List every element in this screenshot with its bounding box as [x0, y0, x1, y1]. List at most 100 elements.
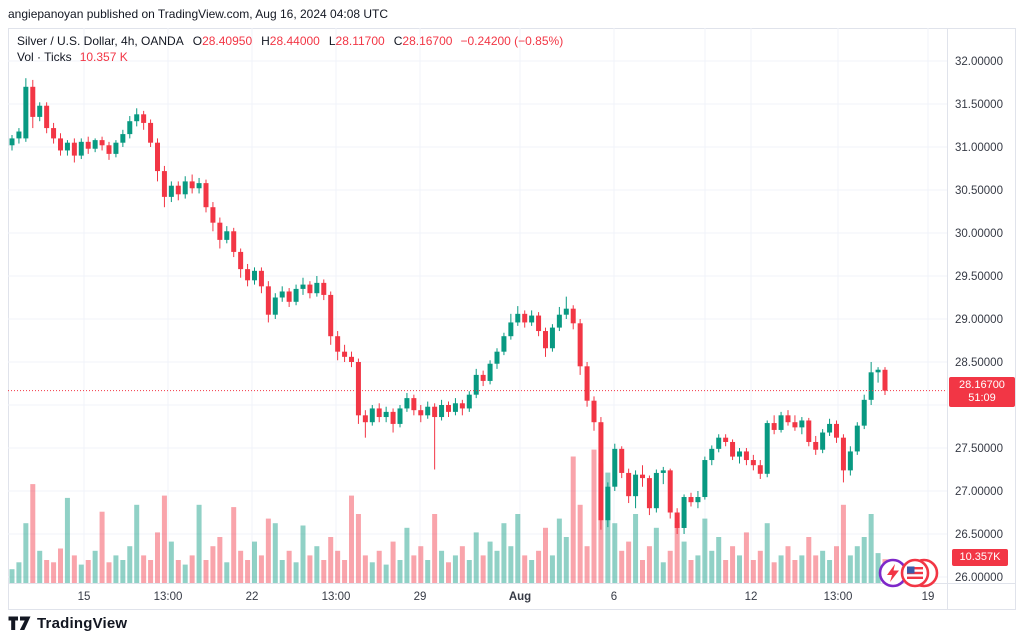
- price-tick-label[interactable]: 27.00000: [955, 486, 1003, 498]
- candle-body: [425, 406, 431, 416]
- candle-body: [342, 351, 348, 357]
- volume-bar: [439, 550, 445, 583]
- time-tick-label[interactable]: 15: [78, 591, 91, 603]
- price-tick-label[interactable]: 32.00000: [955, 56, 1003, 68]
- volume-bar: [660, 562, 666, 583]
- candle-body: [640, 474, 645, 479]
- economic-event-markers[interactable]: [877, 556, 947, 590]
- tradingview-logo[interactable]: TradingView: [8, 615, 127, 632]
- volume-bar: [612, 523, 618, 583]
- volume-bar: [730, 546, 736, 583]
- price-tick-label[interactable]: 29.00000: [955, 314, 1003, 326]
- time-axis[interactable]: 15 13:00 22 13:00 29 Aug 6 12 13:00 19: [78, 591, 935, 603]
- time-tick-label[interactable]: 12: [745, 591, 758, 603]
- high-value: 28.44000: [269, 34, 320, 48]
- volume-bar: [827, 560, 833, 583]
- price-tick-label[interactable]: 31.00000: [955, 142, 1003, 154]
- volume-bar: [314, 546, 320, 583]
- candle-body: [861, 399, 867, 426]
- volume-bar: [217, 537, 223, 583]
- candle-body: [168, 185, 174, 197]
- volume-bar: [238, 550, 244, 583]
- volume-bar: [854, 546, 860, 583]
- time-tick-label[interactable]: 6: [611, 591, 617, 603]
- volume-bar: [868, 514, 874, 583]
- candle-body: [92, 140, 98, 149]
- price-axis[interactable]: 32.00000 31.50000 31.00000 30.50000 30.00000…: [955, 56, 1003, 584]
- volume-bar: [16, 562, 22, 583]
- volume-bar: [750, 560, 756, 583]
- price-tick-label[interactable]: 31.50000: [955, 99, 1003, 111]
- candle-body: [16, 131, 22, 139]
- time-tick-label[interactable]: 19: [922, 591, 935, 603]
- volume-bar: [633, 514, 639, 583]
- price-tick-label[interactable]: 30.50000: [955, 185, 1003, 197]
- candle-body: [716, 437, 722, 449]
- candle-body: [501, 336, 507, 352]
- volume-bar: [23, 523, 29, 583]
- candle-body: [134, 114, 140, 122]
- volume-bar: [342, 560, 348, 583]
- candle-body: [238, 251, 244, 270]
- volume-bar: [189, 555, 195, 583]
- volume-bar: [494, 550, 500, 583]
- open-label: O: [192, 34, 203, 48]
- candle-body: [286, 291, 292, 302]
- candle-body: [64, 142, 70, 151]
- volume-bar: [577, 504, 583, 583]
- candle-body: [813, 441, 819, 450]
- symbol-title[interactable]: Silver / U.S. Dollar, 4h, OANDA: [17, 34, 184, 48]
- price-tick-label[interactable]: 29.50000: [955, 271, 1003, 283]
- candle-body: [757, 465, 763, 474]
- price-tick-label[interactable]: 27.50000: [955, 443, 1003, 455]
- volume-bar: [99, 511, 105, 583]
- volume-bar: [681, 541, 687, 583]
- volume-label[interactable]: Vol · Ticks: [17, 50, 72, 64]
- volume-bar: [626, 541, 632, 583]
- volume-bar: [9, 569, 15, 583]
- volume-bar: [307, 555, 313, 583]
- candle-body: [99, 140, 105, 146]
- us-flag-event-icon[interactable]: [900, 558, 930, 588]
- volume-bar: [51, 562, 57, 583]
- time-tick-label[interactable]: 13:00: [154, 591, 183, 603]
- time-tick-label[interactable]: 13:00: [322, 591, 351, 603]
- volume-bar: [446, 562, 451, 583]
- speaker-event-icon[interactable]: [878, 558, 908, 588]
- candle-body: [362, 415, 368, 423]
- volume-bar: [383, 564, 389, 583]
- time-tick-label[interactable]: 13:00: [824, 591, 853, 603]
- volume-bar: [799, 555, 805, 583]
- candle-body: [279, 291, 285, 298]
- time-tick-label[interactable]: Aug: [509, 591, 531, 603]
- candle-body: [834, 423, 839, 438]
- candle-body: [71, 142, 77, 156]
- candle-body: [653, 472, 659, 509]
- candle-body: [376, 408, 382, 418]
- volume-bar: [667, 550, 673, 583]
- volume-bar: [785, 546, 791, 583]
- candle-body: [321, 282, 327, 295]
- candle-body: [619, 448, 625, 473]
- candle-body: [473, 374, 479, 395]
- volume-bar: [619, 550, 625, 583]
- candle-body: [383, 411, 389, 418]
- price-tick-label[interactable]: 26.00000: [955, 572, 1003, 584]
- time-tick-label[interactable]: 22: [246, 591, 259, 603]
- volume-bar: [161, 495, 167, 583]
- volume-bar: [792, 560, 798, 583]
- price-tick-label[interactable]: 26.50000: [955, 529, 1003, 541]
- candle-body: [875, 369, 881, 373]
- volume-bar: [847, 555, 853, 583]
- candle-body: [522, 313, 528, 323]
- candle-body: [660, 470, 666, 473]
- volume-bar: [37, 550, 43, 583]
- price-tick-label[interactable]: 30.00000: [955, 228, 1003, 240]
- candle-body: [452, 403, 458, 412]
- time-tick-label[interactable]: 29: [414, 591, 427, 603]
- volume-bar: [861, 537, 867, 583]
- price-tick-label[interactable]: 28.50000: [955, 357, 1003, 369]
- candle-body: [543, 331, 548, 349]
- high-label: H: [261, 34, 270, 48]
